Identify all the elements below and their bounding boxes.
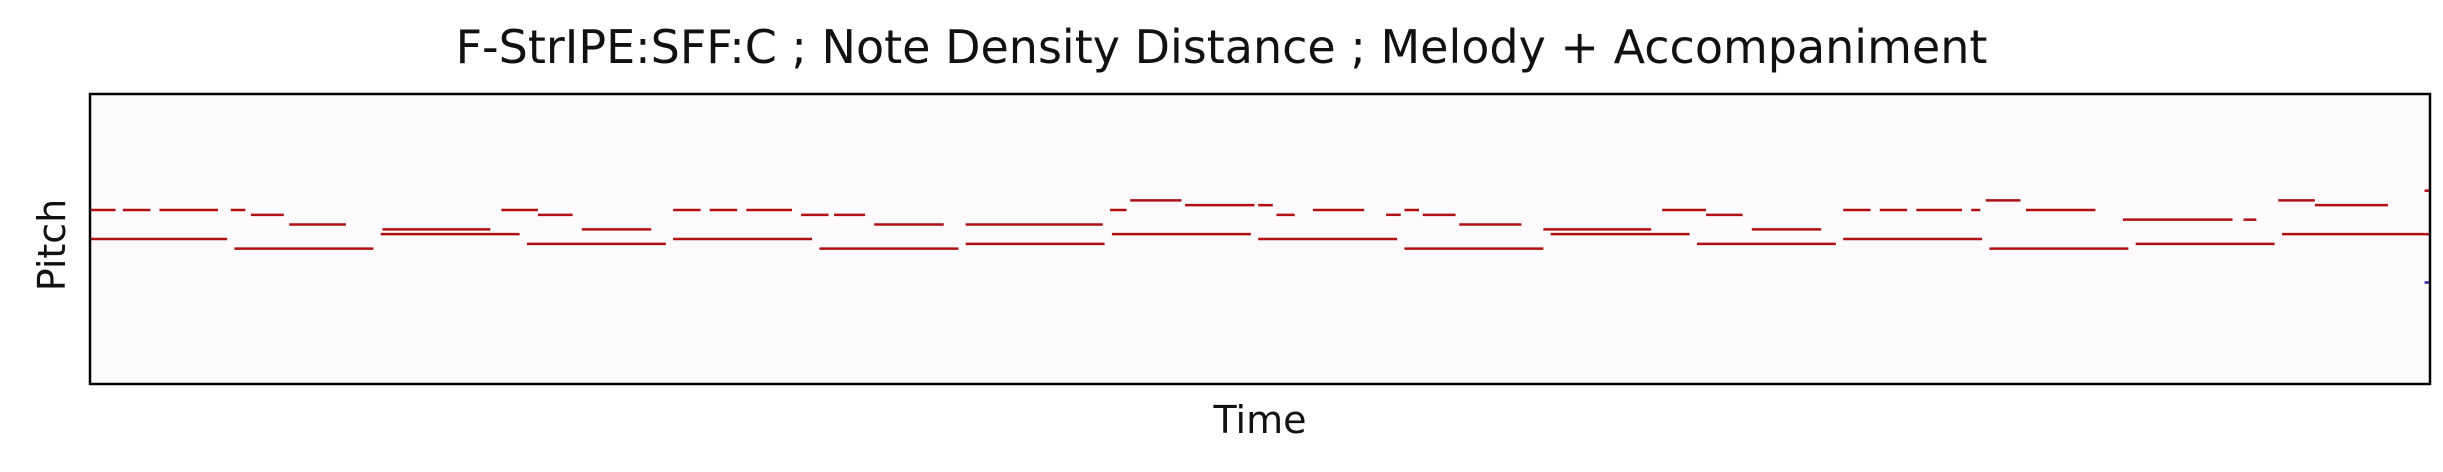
axes-frame xyxy=(88,92,2432,386)
notes-layer xyxy=(90,189,2430,284)
x-axis-label: Time xyxy=(1213,398,1307,442)
y-axis-label: Pitch xyxy=(30,198,74,292)
chart-title: F-StrIPE:SFF:C ; Note Density Distance ;… xyxy=(455,20,1988,74)
